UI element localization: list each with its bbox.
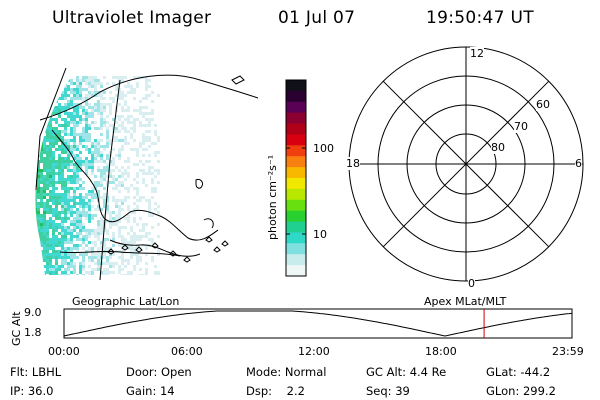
info-ip: IP: 36.0 — [10, 384, 53, 398]
dsp-value: 2.2 — [286, 384, 305, 398]
altitude-ytick-max: 9.0 — [24, 306, 42, 319]
colorbar-band — [286, 199, 306, 212]
info-gcalt: GC Alt: 4.4 Re — [366, 365, 446, 379]
altitude-curve — [63, 310, 573, 337]
colorbar-band — [286, 210, 306, 223]
info-door: Door: Open — [126, 365, 192, 379]
coastline-islands — [107, 236, 229, 263]
altitude-xtick-0: 00:00 — [48, 345, 80, 358]
door-value: Open — [160, 365, 192, 379]
info-glon: GLon: 299.2 — [486, 384, 556, 398]
colorbar-band — [286, 145, 306, 157]
gain-label: Gain: — [126, 384, 157, 398]
polar-panel-title: Apex MLat/MLT — [424, 295, 507, 308]
altitude-xtick-2: 12:00 — [298, 345, 330, 358]
colorbar-gradient — [286, 80, 306, 277]
glon-label: GLon: — [486, 384, 520, 398]
colorbar-band — [286, 243, 306, 255]
mlt-label-0: 0 — [468, 277, 475, 290]
info-seq: Seq: 39 — [366, 384, 410, 398]
aurora-emission — [35, 76, 160, 275]
colorbar-unit-label: photon cm⁻²s⁻¹ — [266, 154, 279, 240]
colorbar-band — [286, 101, 306, 114]
colorbar-band — [286, 221, 306, 234]
mode-value: Normal — [284, 365, 327, 379]
info-gain: Gain: 14 — [126, 384, 175, 398]
colorbar-tick-10: 10 — [313, 228, 327, 241]
glat-value: -44.2 — [520, 365, 551, 379]
date-label: 01 Jul 07 — [278, 8, 356, 28]
colorbar-band — [286, 178, 306, 190]
colorbar-band — [286, 134, 306, 146]
colorbar-band — [286, 232, 306, 244]
colorbar-band — [286, 188, 306, 201]
info-flt: Flt: LBHL — [10, 365, 61, 379]
polar-grid — [348, 46, 584, 282]
info-glat: GLat: -44.2 — [486, 365, 550, 379]
glat-label: GLat: — [486, 365, 517, 379]
mlt-label-18: 18 — [346, 157, 360, 170]
time-label: 19:50:47 UT — [426, 8, 534, 28]
info-dsp: Dsp: 2.2 — [246, 384, 305, 398]
seq-value: 39 — [395, 384, 410, 398]
colorbar — [285, 79, 307, 277]
mlt-label-6: 6 — [575, 157, 582, 170]
seq-label: Seq: — [366, 384, 392, 398]
gcalt-value: 4.4 Re — [409, 365, 447, 379]
mode-label: Mode: — [246, 365, 282, 379]
altitude-ytick-min: 1.8 — [24, 326, 42, 339]
colorbar-band — [286, 90, 306, 103]
ip-value: 36.0 — [27, 384, 54, 398]
door-label: Door: — [126, 365, 158, 379]
mlat-label-60: 60 — [536, 98, 550, 111]
colorbar-band — [286, 265, 306, 277]
colorbar-band — [286, 80, 306, 92]
altitude-xtick-4: 23:59 — [552, 345, 584, 358]
info-mode: Mode: Normal — [246, 365, 326, 379]
altitude-xtick-1: 06:00 — [171, 345, 203, 358]
colorbar-tick-100: 100 — [313, 142, 334, 155]
mlat-label-70: 70 — [514, 120, 528, 133]
mlt-label-12: 12 — [470, 47, 484, 60]
colorbar-band — [286, 123, 306, 136]
colorbar-band — [286, 254, 306, 266]
altitude-plot — [63, 308, 573, 339]
geo-panel-title: Geographic Lat/Lon — [72, 295, 180, 308]
colorbar-band — [286, 156, 306, 168]
glon-value: 299.2 — [522, 384, 556, 398]
geographic-map — [35, 67, 259, 281]
coastlines — [35, 67, 259, 281]
altitude-ylabel: GC Alt — [10, 311, 23, 346]
colorbar-band — [286, 167, 306, 179]
dsp-label: Dsp: — [246, 384, 273, 398]
colorbar-band — [286, 112, 306, 125]
flt-label: Flt: — [10, 365, 29, 379]
gain-value: 14 — [159, 384, 175, 398]
altitude-xtick-3: 18:00 — [425, 345, 457, 358]
mlat-label-80: 80 — [491, 141, 505, 154]
gcalt-label: GC Alt: — [366, 365, 407, 379]
instrument-title: Ultraviolet Imager — [52, 8, 212, 28]
flt-value: LBHL — [31, 365, 62, 379]
ip-label: IP: — [10, 384, 25, 398]
